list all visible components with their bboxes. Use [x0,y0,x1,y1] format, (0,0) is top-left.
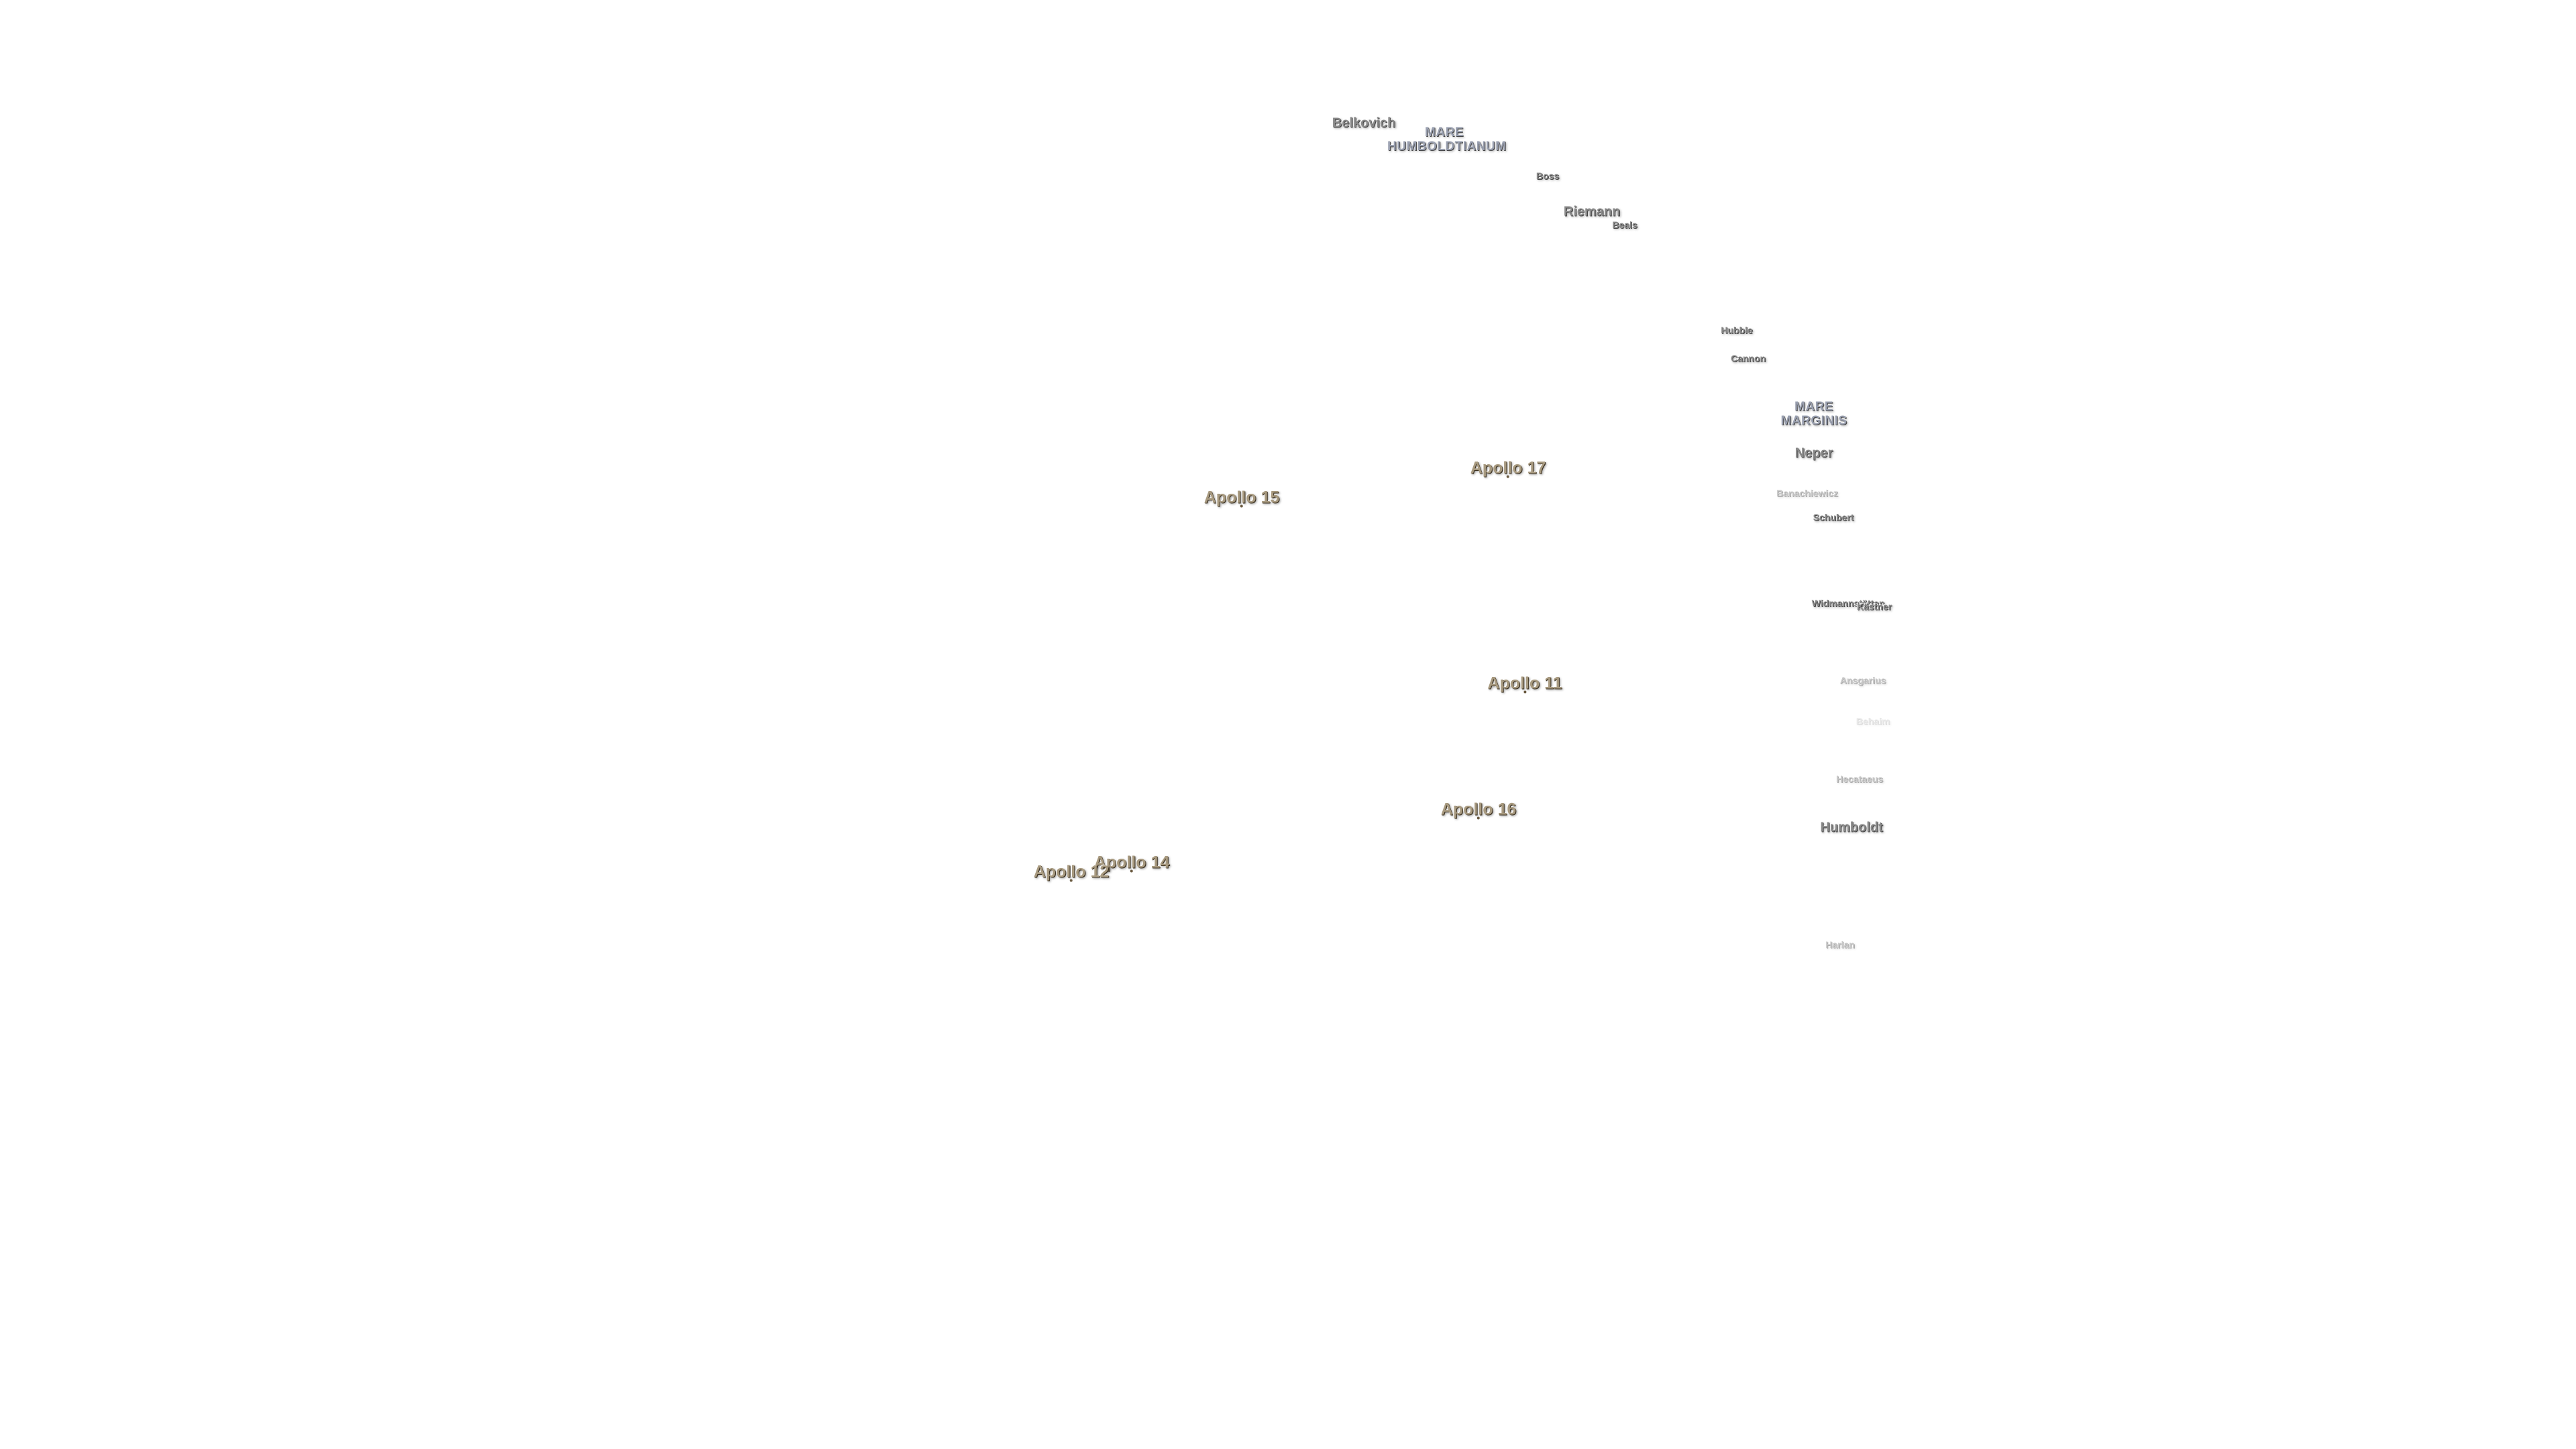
landing-site-label[interactable]: Apollo 17 [1470,458,1546,478]
crater-label[interactable]: Kästner [1856,601,1892,612]
crater-label[interactable]: Humboldt [1820,820,1883,835]
crater-label[interactable]: Riemann [1563,204,1621,219]
landing-site-label[interactable]: Apollo 16 [1440,800,1517,820]
landing-site-label[interactable]: Apollo 15 [1203,488,1280,508]
crater-label[interactable]: Belkovich [1332,115,1396,131]
crater-label[interactable]: Beals [1612,219,1638,230]
crater-label[interactable]: Banachiewicz [1776,488,1838,498]
crater-label[interactable]: Widmannstätten [1811,598,1885,608]
crater-label[interactable]: Harlan [1825,939,1855,950]
landing-site-label[interactable]: Apollo 12 [1033,862,1110,882]
mare-label[interactable]: MARE HUMBOLDTIANUM [1387,125,1507,154]
crater-label[interactable]: Hubble [1721,325,1753,335]
landing-site-label[interactable]: Apollo 14 [1093,853,1170,873]
landing-site-label[interactable]: Apollo 11 [1487,674,1562,694]
crater-label[interactable]: Schubert [1813,512,1854,523]
crater-label[interactable]: Boss [1536,170,1560,181]
crater-label[interactable]: Behaim [1856,716,1890,727]
crater-label[interactable]: Ansgarius [1839,675,1886,686]
crater-label[interactable]: Neper [1794,445,1833,461]
mare-label[interactable]: MARE MARGINIS [1780,400,1847,428]
crater-label[interactable]: Hecataeus [1835,773,1884,784]
crater-label[interactable]: Cannon [1730,353,1766,364]
